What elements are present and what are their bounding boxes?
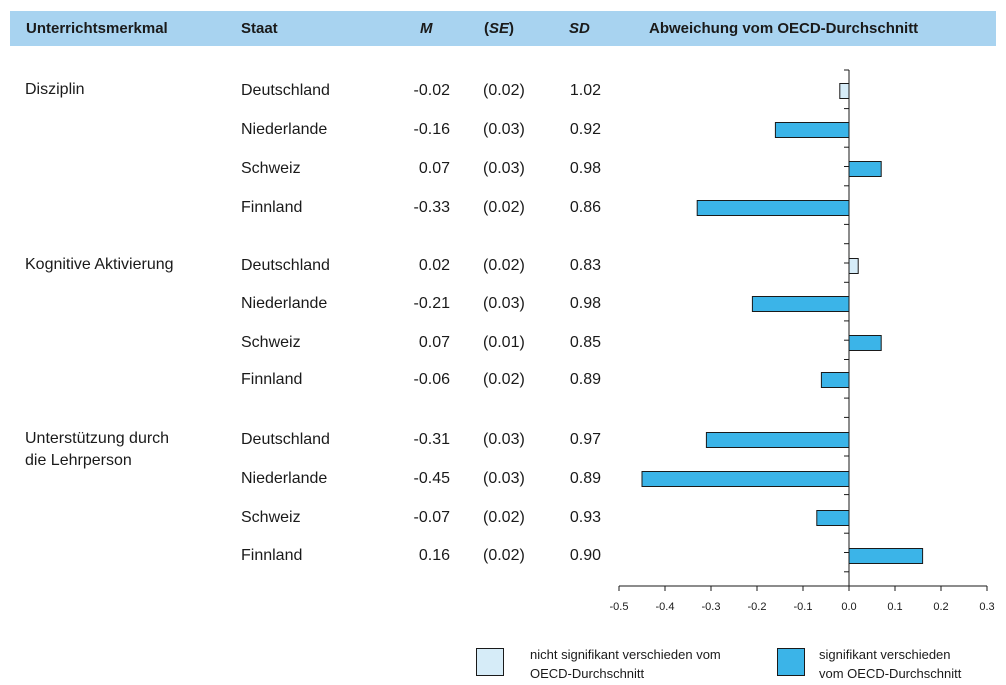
bar <box>848 548 924 564</box>
bar <box>839 83 850 99</box>
bar <box>751 296 850 312</box>
mean-value: 0.07 <box>418 160 450 177</box>
mean-value: 0.02 <box>418 257 450 274</box>
header-sd: SD <box>569 20 590 37</box>
country-name: Schweiz <box>241 509 301 526</box>
country-name: Deutschland <box>241 82 330 99</box>
se-value: (0.02) <box>483 371 525 388</box>
mean-value: 0.16 <box>418 547 450 564</box>
se-value: (0.02) <box>483 547 525 564</box>
legend-label-significant: signifikant verschieden vom OECD-Durchsc… <box>819 647 962 681</box>
country-name: Finnland <box>241 547 303 564</box>
bar <box>641 471 850 487</box>
sd-value: 0.85 <box>569 334 601 351</box>
x-tick-label: -0.2 <box>748 601 767 613</box>
x-tick-label: -0.4 <box>656 601 675 613</box>
sd-value: 0.98 <box>569 160 601 177</box>
legend-label-not-significant: nicht signifikant verschieden vom OECD-D… <box>530 647 721 681</box>
header-country: Staat <box>241 20 278 37</box>
country-name: Niederlande <box>241 295 328 312</box>
mean-value: 0.07 <box>418 334 450 351</box>
header-feature: Unterrichtsmerkmal <box>26 20 168 37</box>
mean-value: -0.33 <box>413 199 450 216</box>
bar <box>820 372 850 388</box>
bar <box>774 122 850 138</box>
header-chart-title: Abweichung vom OECD-Durchschnitt <box>649 20 919 37</box>
sd-value: 1.02 <box>569 82 601 99</box>
sd-value: 0.89 <box>569 470 601 487</box>
mean-value: -0.07 <box>413 509 450 526</box>
feature-label: Disziplin <box>25 81 85 98</box>
bar <box>816 510 850 526</box>
mean-value: -0.02 <box>413 82 450 99</box>
sd-value: 0.92 <box>569 121 601 138</box>
se-value: (0.03) <box>483 431 525 448</box>
sd-value: 0.98 <box>569 295 601 312</box>
feature-label: Kognitive Aktivierung <box>25 256 174 273</box>
bar <box>705 432 850 448</box>
se-value: (0.03) <box>483 160 525 177</box>
country-name: Finnland <box>241 199 303 216</box>
x-tick-label: 0.3 <box>979 601 994 613</box>
bar <box>848 335 882 351</box>
x-tick-label: -0.1 <box>794 601 813 613</box>
x-tick-label: 0.1 <box>887 601 902 613</box>
feature-label: die Lehrperson <box>25 452 132 469</box>
header-se: (SE) <box>484 20 515 37</box>
header-mean: M <box>420 20 433 37</box>
mean-value: -0.16 <box>413 121 450 138</box>
country-name: Schweiz <box>241 334 301 351</box>
country-name: Niederlande <box>241 470 328 487</box>
se-value: (0.02) <box>483 82 525 99</box>
bar <box>696 200 850 216</box>
se-value: (0.01) <box>483 334 525 351</box>
country-name: Niederlande <box>241 121 328 138</box>
table-header: Unterrichtsmerkmal Staat M (SE) SD Abwei… <box>10 11 996 46</box>
feature-label: Unterstützung durch <box>25 430 170 447</box>
legend-swatch-significant <box>777 648 805 676</box>
sd-value: 0.97 <box>569 431 601 448</box>
bar <box>848 161 882 177</box>
legend-swatch-not-significant <box>476 648 504 676</box>
sd-value: 0.93 <box>569 509 601 526</box>
se-value: (0.02) <box>483 199 525 216</box>
x-tick-label: 0.0 <box>841 601 856 613</box>
country-name: Finnland <box>241 371 303 388</box>
mean-value: -0.45 <box>413 470 450 487</box>
sd-value: 0.86 <box>569 199 601 216</box>
se-value: (0.03) <box>483 470 525 487</box>
x-tick-label: -0.5 <box>610 601 629 613</box>
mean-value: -0.06 <box>413 371 450 388</box>
se-value: (0.02) <box>483 509 525 526</box>
country-name: Schweiz <box>241 160 301 177</box>
country-name: Deutschland <box>241 431 330 448</box>
x-tick-label: -0.3 <box>702 601 721 613</box>
country-name: Deutschland <box>241 257 330 274</box>
mean-value: -0.21 <box>413 295 450 312</box>
bar <box>848 258 859 274</box>
se-value: (0.03) <box>483 121 525 138</box>
se-value: (0.02) <box>483 257 525 274</box>
se-value: (0.03) <box>483 295 525 312</box>
sd-value: 0.90 <box>569 547 601 564</box>
sd-value: 0.89 <box>569 371 601 388</box>
mean-value: -0.31 <box>413 431 450 448</box>
x-tick-label: 0.2 <box>933 601 948 613</box>
sd-value: 0.83 <box>569 257 601 274</box>
